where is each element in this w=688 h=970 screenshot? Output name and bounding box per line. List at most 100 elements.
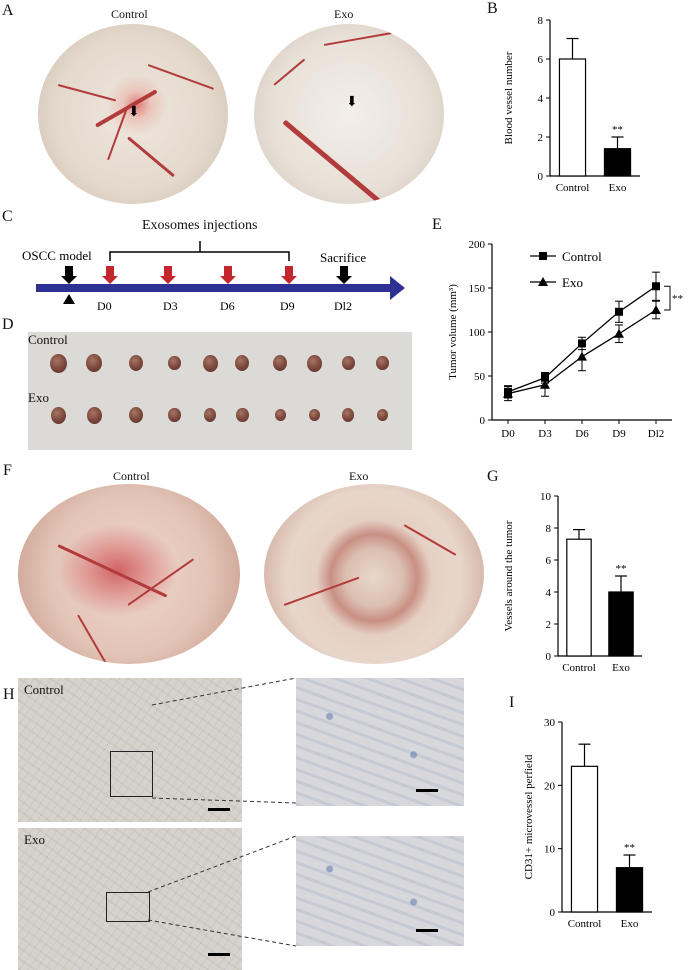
x-tick-label: Control	[562, 662, 596, 674]
panel-d-tumor-photo: Control Exo	[28, 332, 412, 450]
data-point	[614, 328, 624, 338]
x-tick-label: D0	[501, 428, 515, 440]
significance-label: **	[612, 124, 623, 136]
panel-letter-i: I	[509, 694, 515, 711]
panel-a-control-photo: ⬇	[38, 24, 228, 204]
data-point	[615, 307, 623, 316]
model-arrow-icon	[61, 266, 77, 284]
injections-bracket	[109, 251, 290, 261]
x-tick-label: Exo	[612, 662, 630, 674]
legend-marker	[538, 277, 548, 286]
scale-bar	[416, 929, 438, 932]
arrow-icon: ⬇	[346, 95, 358, 110]
panel-h-exo-label: Exo	[24, 832, 45, 847]
panel-a-exo-photo: ⬇	[254, 24, 444, 204]
tumor-specimen	[342, 408, 354, 422]
y-tick-label: 6	[546, 555, 552, 567]
significance-label: **	[672, 293, 683, 305]
injection-arrow-icon	[102, 266, 118, 284]
tumor-specimen	[273, 355, 287, 372]
panel-a-exo-label: Exo	[334, 7, 354, 21]
panel-h-exo-histology: Exo	[18, 828, 242, 970]
day-label: D0	[97, 299, 112, 313]
legend-marker	[539, 252, 547, 260]
y-tick-label: 2	[538, 132, 544, 144]
legend-label: Control	[562, 249, 602, 264]
panel-letter-d: D	[2, 316, 14, 333]
scale-bar	[416, 789, 438, 792]
panel-h-control-label: Control	[24, 682, 64, 697]
injection-arrow-icon	[281, 266, 297, 284]
y-tick-label: 0	[480, 415, 486, 427]
data-point	[651, 305, 661, 314]
data-point	[503, 388, 513, 398]
y-tick-label: 8	[546, 523, 552, 535]
panel-letter-b: B	[487, 0, 498, 17]
panel-f-exo-label: Exo	[349, 469, 369, 483]
y-axis-label: Tumor volume (mm³)	[447, 284, 459, 380]
sacrifice-label: Sacrifice	[320, 250, 366, 265]
data-point	[577, 351, 587, 361]
x-tick-label: Dl2	[648, 428, 665, 440]
y-tick-label: 4	[546, 587, 552, 599]
significance-bracket	[664, 285, 671, 311]
panel-d-control-label: Control	[28, 332, 68, 347]
bar	[615, 867, 644, 913]
y-tick-label: 150	[469, 283, 486, 295]
y-tick-label: 6	[538, 54, 544, 66]
tumor-specimen	[376, 408, 388, 422]
y-tick-label: 200	[469, 239, 486, 251]
significance-label: **	[624, 842, 635, 854]
panel-h-control-histology: Control	[18, 678, 242, 822]
y-tick-label: 20	[544, 780, 556, 792]
x-tick-label: Exo	[609, 182, 627, 194]
y-tick-label: 4	[538, 93, 544, 105]
timeline-bar	[36, 284, 392, 292]
tumor-specimen	[167, 407, 181, 423]
tumor-specimen	[204, 408, 216, 422]
chart-b: 0 2 4 6 8 Control Exo ** Blood vessel number	[503, 15, 640, 194]
panel-h-control-zoom	[296, 678, 464, 806]
zoom-region-box	[110, 751, 153, 797]
x-tick-label: D9	[612, 428, 626, 440]
injection-arrow-icon	[160, 266, 176, 284]
y-tick-label: 10	[540, 491, 552, 503]
panel-h-exo-zoom	[296, 836, 464, 946]
chart-i: 0 10 20 30 Control Exo ** CD31+ microvessel per…	[523, 717, 652, 930]
tumor-specimen	[341, 355, 355, 371]
panel-letter-f: F	[3, 462, 12, 479]
x-tick-label: Exo	[621, 918, 639, 930]
model-triangle-icon	[63, 294, 75, 304]
y-tick-label: 10	[544, 844, 556, 856]
y-tick-label: 8	[538, 15, 544, 27]
arrow-icon: ⬇	[128, 105, 140, 120]
tumor-specimen	[235, 355, 249, 372]
tumor-specimen	[49, 353, 67, 374]
y-tick-label: 2	[546, 619, 552, 631]
y-tick-label: 0	[546, 651, 552, 663]
model-label: OSCC model	[22, 248, 92, 263]
tumor-specimen	[202, 354, 218, 372]
panel-d-exo-label: Exo	[28, 390, 49, 405]
tumor-specimen	[50, 406, 66, 424]
day-label: Dl2	[334, 299, 352, 313]
legend-label: Exo	[562, 275, 583, 290]
day-label: D6	[220, 299, 235, 313]
panel-f-exo-photo	[264, 484, 484, 664]
bar	[566, 538, 592, 657]
injections-label: Exosomes injections	[142, 218, 258, 233]
significance-label: **	[616, 563, 627, 575]
tumor-specimen	[86, 406, 102, 424]
panel-letter-c: C	[2, 208, 13, 225]
y-axis-label: Blood vessel number	[503, 51, 515, 144]
tumor-specimen	[129, 407, 143, 424]
y-tick-label: 50	[474, 371, 486, 383]
sacrifice-arrow-icon	[336, 266, 352, 284]
x-tick-label: Control	[568, 918, 602, 930]
y-tick-label: 0	[550, 907, 556, 919]
y-tick-label: 30	[544, 717, 556, 729]
y-tick-label: 100	[469, 327, 486, 339]
bar	[603, 148, 632, 177]
y-tick-label: 0	[538, 171, 544, 183]
timeline-arrowhead	[390, 276, 405, 300]
